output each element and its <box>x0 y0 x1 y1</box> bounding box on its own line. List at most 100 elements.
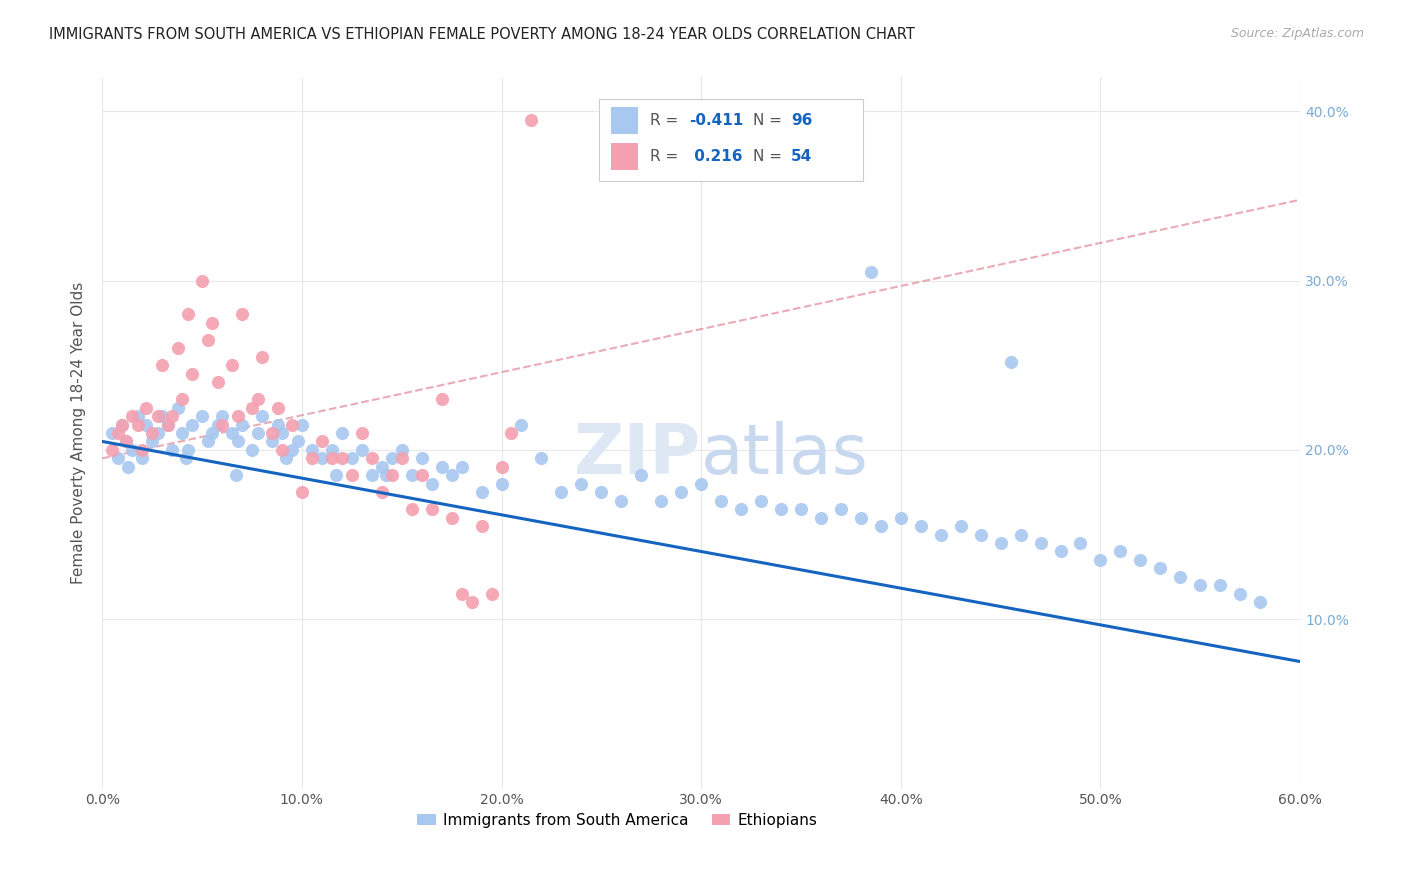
Point <box>1000 355 1022 369</box>
Point <box>374 468 396 483</box>
Point <box>240 401 263 415</box>
Point <box>1010 527 1032 541</box>
Point <box>274 451 297 466</box>
Point <box>481 587 503 601</box>
Point <box>769 502 792 516</box>
Point <box>969 527 991 541</box>
Point <box>101 442 124 457</box>
Point <box>550 485 572 500</box>
Point <box>177 442 200 457</box>
Text: 54: 54 <box>792 149 813 164</box>
Point <box>669 485 692 500</box>
Point <box>520 112 543 127</box>
Point <box>115 434 138 449</box>
Text: N =: N = <box>752 113 786 128</box>
Point <box>1069 536 1091 550</box>
Text: ZIP: ZIP <box>574 421 702 488</box>
Point <box>849 510 872 524</box>
Point <box>250 350 273 364</box>
Text: IMMIGRANTS FROM SOUTH AMERICA VS ETHIOPIAN FEMALE POVERTY AMONG 18-24 YEAR OLDS : IMMIGRANTS FROM SOUTH AMERICA VS ETHIOPI… <box>49 27 915 42</box>
Point <box>160 409 183 423</box>
Point <box>207 417 229 432</box>
FancyBboxPatch shape <box>612 107 638 135</box>
Point <box>157 417 180 432</box>
Point <box>246 392 269 406</box>
Point <box>311 451 333 466</box>
Point <box>270 425 292 440</box>
Point <box>231 308 253 322</box>
Point <box>177 308 200 322</box>
Point <box>360 451 382 466</box>
Point <box>141 434 163 449</box>
Point <box>207 375 229 389</box>
Point <box>107 451 129 466</box>
Point <box>150 409 173 423</box>
Point <box>121 442 143 457</box>
Point <box>810 510 832 524</box>
Point <box>201 316 224 330</box>
Point <box>401 502 423 516</box>
FancyBboxPatch shape <box>599 99 863 180</box>
Point <box>301 442 323 457</box>
Point <box>340 451 363 466</box>
Point <box>491 476 513 491</box>
Point <box>174 451 197 466</box>
Point <box>221 425 243 440</box>
Point <box>470 485 492 500</box>
Point <box>321 442 343 457</box>
Point <box>111 417 134 432</box>
Point <box>370 485 392 500</box>
Point <box>170 392 193 406</box>
Point <box>160 442 183 457</box>
Point <box>270 442 292 457</box>
Point <box>167 401 190 415</box>
Point <box>111 417 134 432</box>
Point <box>246 425 269 440</box>
Point <box>350 425 373 440</box>
Point <box>450 459 472 474</box>
Point <box>360 468 382 483</box>
Point <box>411 451 433 466</box>
Point <box>859 265 882 279</box>
Point <box>949 519 972 533</box>
Point <box>135 401 157 415</box>
Point <box>869 519 891 533</box>
Point <box>450 587 472 601</box>
Point <box>340 468 363 483</box>
Point <box>107 425 129 440</box>
Point <box>146 425 169 440</box>
Point <box>391 451 413 466</box>
Point <box>491 459 513 474</box>
Point <box>470 519 492 533</box>
Text: atlas: atlas <box>702 421 869 488</box>
Text: R =: R = <box>650 149 683 164</box>
Point <box>117 459 139 474</box>
Point <box>330 451 353 466</box>
Point <box>1209 578 1232 592</box>
Point <box>121 409 143 423</box>
Point <box>281 442 304 457</box>
Point <box>330 425 353 440</box>
Point <box>281 417 304 432</box>
Point <box>197 333 219 347</box>
Point <box>401 468 423 483</box>
Point <box>226 434 249 449</box>
Point <box>411 468 433 483</box>
Text: 0.216: 0.216 <box>689 149 742 164</box>
Point <box>1049 544 1071 558</box>
Point <box>191 274 214 288</box>
Point <box>181 367 204 381</box>
Point <box>1249 595 1271 609</box>
Point <box>191 409 214 423</box>
Point <box>291 485 314 500</box>
Point <box>181 417 204 432</box>
Point <box>1149 561 1171 575</box>
Point <box>710 493 733 508</box>
Point <box>127 409 149 423</box>
Point <box>1109 544 1132 558</box>
Point <box>990 536 1012 550</box>
Point <box>430 392 453 406</box>
Point <box>115 434 138 449</box>
Point <box>101 425 124 440</box>
Point <box>157 417 180 432</box>
